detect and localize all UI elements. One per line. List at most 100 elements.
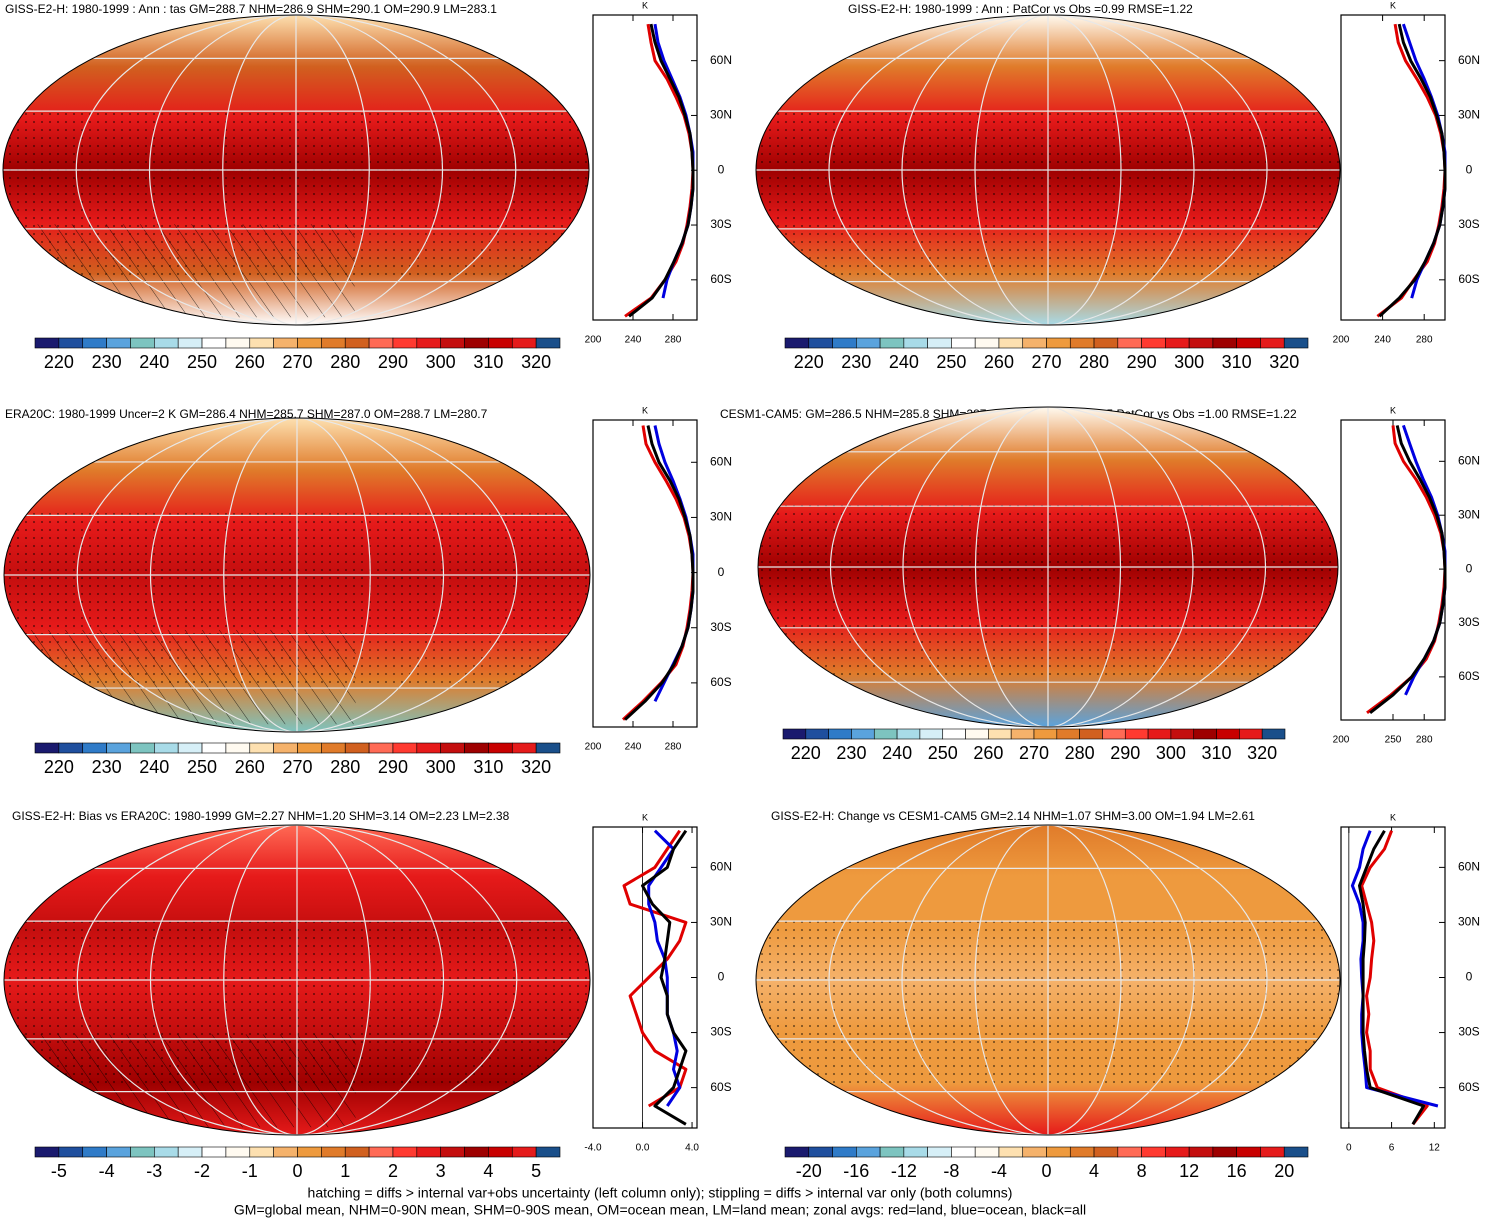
colorbar-box (225, 1146, 251, 1158)
colorbar-label: 230 (92, 352, 122, 372)
profile-line (1401, 424, 1447, 696)
colorbar-box (856, 1146, 881, 1158)
panel-title: GISS-E2-H: 1980-1999 : Ann : tas GM=288.… (5, 2, 497, 16)
colorbar-box (297, 1146, 322, 1158)
profile-line (653, 23, 695, 299)
map-meridian (75, 15, 517, 325)
colorbar-label: 320 (521, 352, 551, 372)
colorbar-label: 230 (92, 757, 122, 777)
colorbar-box (1170, 728, 1195, 740)
colorbar-box (1124, 728, 1149, 740)
map-meridian (974, 825, 1122, 1135)
colorbar-label: 2 (388, 1161, 398, 1181)
colorbar-label: 310 (473, 757, 503, 777)
map-outline (3, 417, 591, 733)
colorbar-box (82, 742, 107, 754)
colorbar-label: 290 (378, 352, 408, 372)
map-meridian (149, 825, 445, 1135)
colorbar-label: 5 (531, 1161, 541, 1181)
map-outline (3, 824, 591, 1136)
y-tick-label: 30N (1458, 108, 1480, 122)
colorbar-box (535, 742, 561, 754)
colorbar-label: 280 (330, 352, 360, 372)
colorbar-label: 320 (1247, 743, 1277, 763)
colorbar-box (988, 728, 1012, 740)
colorbar-box (1079, 728, 1103, 740)
y-tick-label: 30N (710, 108, 732, 122)
x-tick-label: 240 (1374, 335, 1391, 346)
footnote: hatching = diffs > internal var+obs unce… (308, 1185, 1013, 1201)
x-tick-label: -4.0 (584, 1143, 602, 1154)
colorbar-label: 220 (44, 352, 74, 372)
colorbar-box (1260, 337, 1285, 349)
colorbar-box (903, 1146, 928, 1158)
x-tick-label: 4.0 (685, 1143, 699, 1154)
y-tick-label: 30S (1458, 217, 1479, 231)
colorbar-box (1236, 337, 1261, 349)
colorbar-box (416, 742, 441, 754)
map-outline (757, 406, 1339, 728)
colorbar-label: 260 (973, 743, 1003, 763)
x-tick-label: 280 (665, 742, 682, 753)
colorbar-label: -1 (242, 1161, 258, 1181)
profile-line (623, 425, 695, 721)
colorbar-box (879, 337, 905, 349)
y-tick-label: 30S (710, 620, 731, 634)
y-tick-label: 60N (710, 454, 732, 468)
colorbar-box (130, 742, 155, 754)
colorbar-box (177, 1146, 203, 1158)
colorbar-box (488, 337, 513, 349)
colorbar-box (942, 728, 966, 740)
colorbar-box (392, 742, 418, 754)
colorbar-box (392, 1146, 418, 1158)
colorbar-label: 270 (1019, 743, 1049, 763)
panel-title: GISS-E2-H: Change vs CESM1-CAM5 GM=2.14 … (771, 809, 1255, 823)
map-outline (755, 824, 1341, 1136)
colorbar-label: 230 (836, 743, 866, 763)
colorbar-label: -2 (194, 1161, 210, 1181)
colorbar-label: 240 (139, 352, 169, 372)
colorbar-label: 310 (1222, 352, 1252, 372)
colorbar-box (784, 1146, 810, 1158)
colorbar-box (1236, 1146, 1261, 1158)
colorbar-box (154, 337, 179, 349)
map (4, 825, 590, 1135)
colorbar-label: -4 (991, 1161, 1007, 1181)
y-tick-label: 60S (710, 1080, 731, 1094)
colorbar-box (808, 1146, 833, 1158)
colorbar-box (832, 337, 857, 349)
x-tick-label: 250 (1385, 735, 1402, 746)
colorbar-box (225, 742, 251, 754)
y-tick-label: 30N (1458, 507, 1480, 521)
colorbar-box (154, 742, 179, 754)
colorbar-box (1117, 337, 1142, 349)
colorbar-box (440, 337, 465, 349)
colorbar-box (249, 742, 274, 754)
axis-label: K (1390, 0, 1396, 10)
y-tick-label: 60N (1458, 453, 1480, 467)
colorbar-box (1102, 728, 1126, 740)
axis-label: K (1390, 405, 1396, 415)
axis-label: K (642, 405, 648, 415)
colorbar-box (805, 728, 829, 740)
y-tick-label: 30N (710, 510, 732, 524)
colorbar-box (1141, 337, 1166, 349)
map-meridian (902, 407, 1194, 727)
colorbar-box (368, 337, 394, 349)
colorbar-box (1022, 1146, 1047, 1158)
colorbar-box (1165, 1146, 1190, 1158)
y-tick-label: 60N (1458, 860, 1480, 874)
colorbar-box (106, 742, 131, 754)
profile-frame (592, 14, 698, 321)
colorbar-box (177, 742, 203, 754)
colorbar-box (927, 337, 952, 349)
profile-line (1360, 830, 1429, 1126)
colorbar-label: 220 (44, 757, 74, 777)
map-meridian (828, 15, 1268, 325)
footnote: GM=global mean, NHM=0-90N mean, SHM=0-90… (234, 1202, 1086, 1218)
profile-frame (1340, 14, 1446, 321)
y-tick-label: 60S (1458, 272, 1479, 286)
profile-line (1378, 23, 1447, 318)
y-tick-label: 30S (710, 1025, 731, 1039)
